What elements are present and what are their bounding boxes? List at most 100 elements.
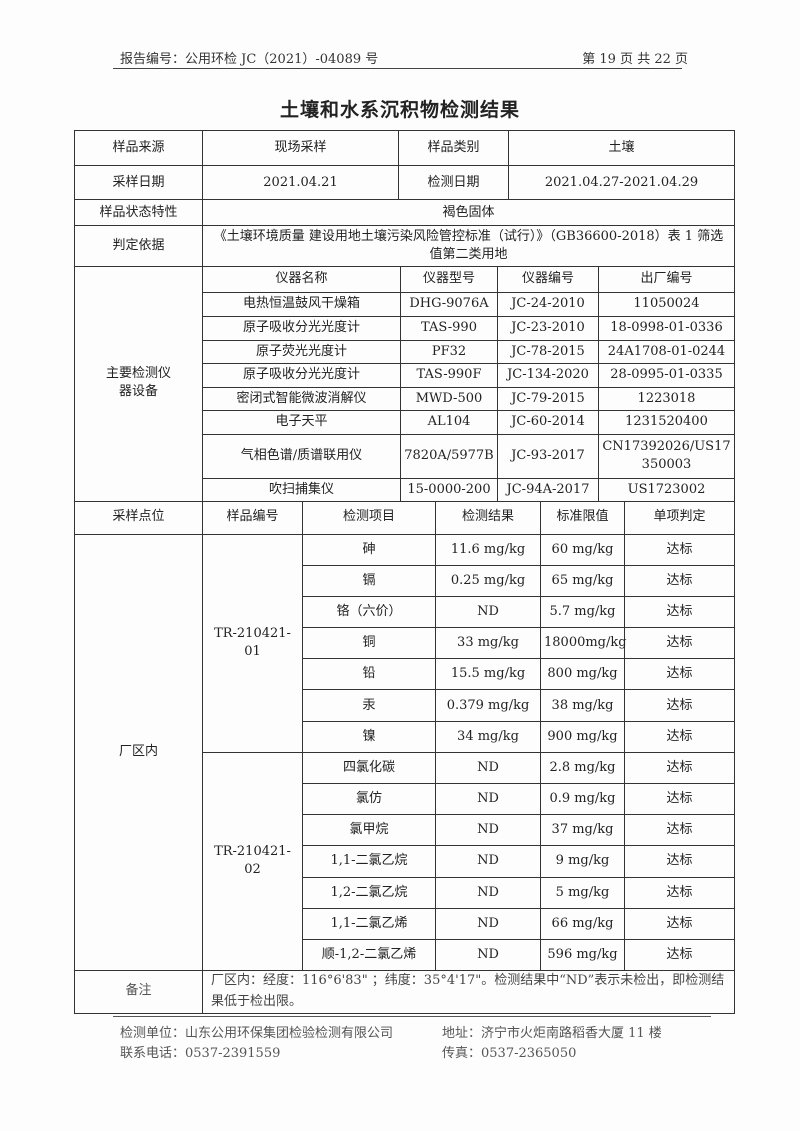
judgement: 达标 [624, 814, 735, 847]
standard-limit: 9 mg/kg [540, 845, 625, 878]
judgement: 达标 [624, 939, 735, 972]
instrument-id: JC-79-2015 [497, 387, 599, 411]
judgement: 达标 [624, 627, 735, 660]
judgement: 达标 [624, 565, 735, 597]
factory-number: 28-0995-01-0335 [598, 363, 735, 388]
judgement: 达标 [624, 658, 735, 691]
column-header: 检测结果 [435, 501, 541, 535]
instrument-table: 主要检测仪器设备 仪器名称 仪器型号 仪器编号 出厂编号 电热恒温鼓风干燥箱 DHG-907… [74, 266, 735, 502]
factory-number: 11050024 [598, 292, 735, 317]
judgement: 达标 [624, 783, 735, 816]
result-row: 1,2-二氯乙烷 ND 5 mg/kg 达标 [75, 877, 735, 909]
instrument-name: 原子吸收分光光度计 [202, 363, 401, 388]
instrument-id: JC-24-2010 [497, 292, 599, 317]
result-row: 1,1-二氯乙烷 ND 9 mg/kg 达标 [75, 845, 735, 878]
standard-limit: 38 mg/kg [540, 689, 625, 722]
column-header: 仪器型号 [400, 266, 498, 293]
instrument-name: 电子天平 [202, 410, 401, 435]
test-result: ND [435, 908, 541, 940]
instrument-id: JC-23-2010 [497, 316, 599, 341]
label: 采样日期 [74, 165, 203, 200]
instrument-model: PF32 [400, 340, 498, 364]
standard-limit: 5.7 mg/kg [540, 596, 625, 629]
test-item: 铜 [302, 627, 436, 660]
instrument-model: TAS-990 [400, 316, 498, 341]
page-title: 土壤和水系沉积物检测结果 [279, 99, 520, 121]
standard-limit: 66 mg/kg [540, 908, 625, 940]
factory-number: US1723002 [598, 478, 735, 502]
factory-number: 18-0998-01-0336 [598, 316, 735, 341]
judgement: 达标 [624, 689, 735, 722]
instrument-row: 气相色谱/质谱联用仪 7820A/5977B JC-93-2017 CN1739202… [75, 434, 735, 479]
header-divider [113, 68, 682, 69]
standard-limit: 900 mg/kg [540, 721, 625, 753]
footer-divider [113, 1016, 711, 1017]
standard-limit: 37 mg/kg [540, 814, 625, 847]
column-header: 单项判定 [624, 501, 735, 535]
column-header: 检测项目 [302, 501, 436, 535]
test-item: 氯甲烷 [302, 814, 436, 847]
result-row: 汞 0.379 mg/kg 38 mg/kg 达标 [75, 689, 735, 722]
test-item: 1,2-二氯乙烷 [302, 877, 436, 909]
factory-number: CN17392026/US17350003 [598, 434, 735, 479]
judgement: 达标 [624, 534, 735, 566]
value: 《土壤环境质量 建设用地土壤污染风险管控标准（试行）》（GB36600-2018… [202, 225, 735, 267]
label: 样品状态特性 [74, 199, 203, 226]
test-result: ND [435, 939, 541, 972]
instrument-row: 原子荧光光度计 PF32 JC-78-2015 24A1708-01-0244 [75, 340, 735, 364]
value: 现场采样 [202, 130, 399, 166]
footer-phone: 联系电话：0537-2391559 [120, 1046, 281, 1061]
instrument-id: JC-134-2020 [497, 363, 599, 388]
standard-limit: 0.9 mg/kg [540, 783, 625, 816]
column-header: 出厂编号 [598, 266, 735, 293]
instrument-name: 气相色谱/质谱联用仪 [202, 434, 401, 479]
label: 样品类别 [398, 130, 509, 166]
instrument-model: TAS-990F [400, 363, 498, 388]
test-item: 1,1-二氯乙烷 [302, 845, 436, 878]
result-row: 1,1-二氯乙烯 ND 66 mg/kg 达标 [75, 908, 735, 940]
instrument-model: AL104 [400, 410, 498, 435]
value: 褐色固体 [202, 199, 735, 226]
footer-unit: 检测单位：山东公用环保集团检验检测有限公司 [120, 1026, 394, 1041]
judgement: 达标 [624, 596, 735, 629]
test-item: 汞 [302, 689, 436, 722]
instrument-id: JC-93-2017 [497, 434, 599, 479]
judgement: 达标 [624, 845, 735, 878]
instrument-row: 原子吸收分光光度计 TAS-990F JC-134-2020 28-0995-01-0… [75, 363, 735, 388]
test-item: 铬（六价） [302, 596, 436, 629]
instrument-name: 原子荧光光度计 [202, 340, 401, 364]
standard-limit: 596 mg/kg [540, 939, 625, 972]
instrument-name: 原子吸收分光光度计 [202, 316, 401, 341]
instrument-model: 15-0000-200 [400, 478, 498, 502]
column-header: 采样点位 [74, 501, 203, 535]
instrument-row: 吹扫捕集仪 15-0000-200 JC-94A-2017 US1723002 [75, 478, 735, 502]
test-item: 1,1-二氯乙烯 [302, 908, 436, 940]
value: 土壤 [508, 130, 735, 166]
footer-fax: 传真：0537-2365050 [442, 1046, 577, 1061]
column-header: 仪器编号 [497, 266, 599, 293]
factory-number: 1223018 [598, 387, 735, 411]
standard-limit: 800 mg/kg [540, 658, 625, 691]
standard-limit: 60 mg/kg [540, 534, 625, 566]
instrument-row: 原子吸收分光光度计 TAS-990 JC-23-2010 18-0998-01-033… [75, 316, 735, 341]
remarks-label: 备注 [74, 970, 203, 1014]
test-result: 0.25 mg/kg [435, 565, 541, 597]
instrument-id: JC-60-2014 [497, 410, 599, 435]
results-header-row: 采样点位 样品编号 检测项目 检测结果 标准限值 单项判定 [74, 501, 735, 535]
test-result: 0.379 mg/kg [435, 689, 541, 722]
test-item: 镉 [302, 565, 436, 597]
results-table: 采样点位 样品编号 检测项目 检测结果 标准限值 单项判定 厂区内 TR-210421-01 砷… [74, 501, 735, 972]
instrument-id: JC-78-2015 [497, 340, 599, 364]
sampling-site: 厂区内 [74, 534, 203, 972]
value: 2021.04.21 [202, 165, 399, 200]
instrument-header-row: 主要检测仪器设备 仪器名称 仪器型号 仪器编号 出厂编号 [74, 266, 735, 502]
test-result: ND [435, 783, 541, 816]
result-row: 镍 34 mg/kg 900 mg/kg 达标 [75, 721, 735, 753]
instrument-name: 电热恒温鼓风干燥箱 [202, 292, 401, 317]
standard-limit: 2.8 mg/kg [540, 752, 625, 785]
instrument-model: 7820A/5977B [400, 434, 498, 479]
test-item: 氯仿 [302, 783, 436, 816]
judgement: 达标 [624, 752, 735, 785]
label: 检测日期 [398, 165, 509, 200]
